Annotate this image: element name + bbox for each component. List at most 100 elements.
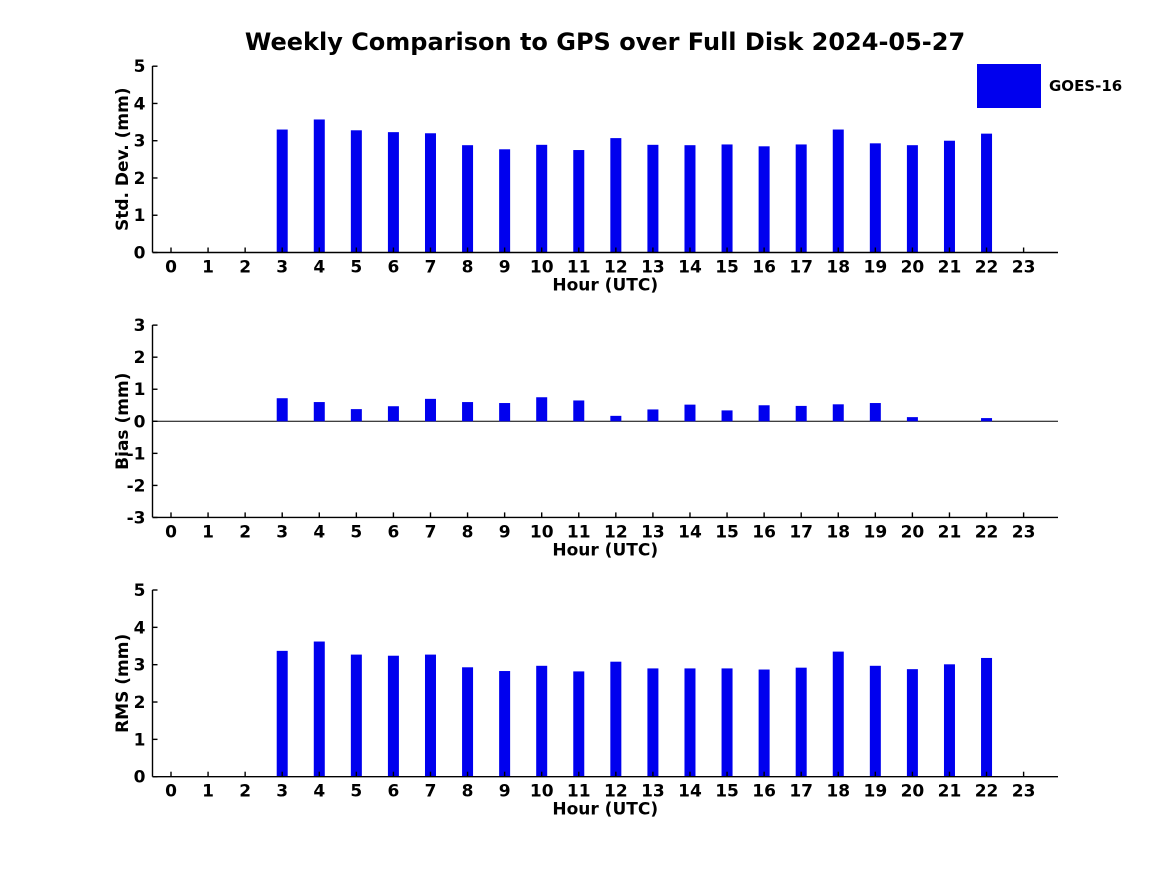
bar-hour-4 xyxy=(313,402,325,422)
x-tick-label: 16 xyxy=(752,258,776,278)
bar-hour-12 xyxy=(610,415,622,422)
bar-hour-7 xyxy=(424,133,436,253)
x-tick-label: 13 xyxy=(641,258,665,278)
y-tick-label: 0 xyxy=(134,768,146,788)
bar-hour-6 xyxy=(387,655,399,777)
bar-hour-4 xyxy=(313,119,325,253)
x-tick-label: 17 xyxy=(789,522,813,542)
x-tick-label: 23 xyxy=(1012,522,1036,542)
x-tick-label: 17 xyxy=(789,258,813,278)
bar-hour-20 xyxy=(906,669,918,777)
x-tick-label: 14 xyxy=(678,782,702,802)
bar-hour-16 xyxy=(758,669,770,777)
x-tick-label: 4 xyxy=(313,782,325,802)
bar-hour-20 xyxy=(906,417,918,422)
bar-hour-12 xyxy=(610,661,622,777)
bars-GOES-16 xyxy=(276,641,993,777)
x-tick-label: 4 xyxy=(313,258,325,278)
x-tick-label: 2 xyxy=(239,258,251,278)
x-tick-label: 19 xyxy=(863,782,887,802)
legend: GOES-16 xyxy=(977,64,1122,108)
x-tick-label: 0 xyxy=(165,258,177,278)
y-tick-label: 1 xyxy=(134,206,146,226)
bar-hour-22 xyxy=(981,418,993,422)
y-tick-label: -2 xyxy=(127,476,146,496)
x-tick-label: 23 xyxy=(1012,782,1036,802)
y-tick-label: 2 xyxy=(134,348,146,368)
bar-hour-3 xyxy=(276,398,288,422)
bar-hour-16 xyxy=(758,405,770,422)
x-tick-label: 16 xyxy=(752,782,776,802)
bar-hour-7 xyxy=(424,654,436,777)
y-tick-label: 3 xyxy=(134,656,146,676)
bar-hour-14 xyxy=(684,404,696,422)
y-axis-label: Std. Dev. (mm) xyxy=(113,87,133,231)
bar-hour-17 xyxy=(795,667,807,777)
x-tick-label: 1 xyxy=(202,258,214,278)
x-tick-label: 12 xyxy=(604,522,628,542)
bar-hour-16 xyxy=(758,146,770,253)
y-tick-label: 0 xyxy=(134,412,146,432)
bar-hour-4 xyxy=(313,641,325,777)
bar-hour-21 xyxy=(943,664,955,777)
x-tick-label: 21 xyxy=(938,522,962,542)
legend-swatch xyxy=(977,64,1041,108)
bar-hour-9 xyxy=(499,403,511,422)
x-tick-label: 11 xyxy=(567,522,591,542)
bar-hour-10 xyxy=(536,144,548,253)
x-tick-label: 10 xyxy=(530,258,554,278)
x-axis-label: Hour (UTC) xyxy=(552,800,658,820)
x-tick-label: 11 xyxy=(567,258,591,278)
bar-hour-10 xyxy=(536,665,548,777)
x-tick-label: 18 xyxy=(826,258,850,278)
bar-hour-19 xyxy=(869,143,881,253)
chart-title: Weekly Comparison to GPS over Full Disk … xyxy=(244,28,966,56)
bar-hour-8 xyxy=(462,402,474,422)
bar-hour-5 xyxy=(350,654,362,777)
x-tick-label: 18 xyxy=(826,782,850,802)
x-tick-label: 21 xyxy=(938,258,962,278)
x-tick-label: 5 xyxy=(350,782,362,802)
x-tick-label: 23 xyxy=(1012,258,1036,278)
y-tick-label: 2 xyxy=(134,693,146,713)
x-axis-label: Hour (UTC) xyxy=(552,540,658,560)
x-tick-label: 15 xyxy=(715,522,739,542)
x-tick-label: 9 xyxy=(499,522,511,542)
bar-hour-20 xyxy=(906,145,918,253)
x-tick-label: 5 xyxy=(350,522,362,542)
bar-hour-19 xyxy=(869,665,881,777)
x-tick-label: 11 xyxy=(567,782,591,802)
x-tick-label: 18 xyxy=(826,522,850,542)
x-tick-label: 13 xyxy=(641,522,665,542)
x-tick-label: 8 xyxy=(462,782,474,802)
bar-hour-6 xyxy=(387,132,399,253)
bar-hour-17 xyxy=(795,405,807,422)
x-tick-label: 7 xyxy=(425,258,437,278)
x-tick-label: 17 xyxy=(789,782,813,802)
x-tick-label: 10 xyxy=(530,522,554,542)
x-tick-label: 1 xyxy=(202,782,214,802)
bar-hour-8 xyxy=(462,145,474,253)
bar-hour-9 xyxy=(499,671,511,777)
y-tick-label: 4 xyxy=(134,618,146,638)
y-tick-label: 3 xyxy=(134,132,146,152)
y-tick-label: 4 xyxy=(134,94,146,114)
y-tick-label: 1 xyxy=(134,730,146,750)
x-tick-label: 7 xyxy=(425,782,437,802)
x-tick-label: 9 xyxy=(499,782,511,802)
bar-hour-11 xyxy=(573,400,585,422)
y-tick-label: -3 xyxy=(127,508,146,528)
bar-hour-3 xyxy=(276,650,288,777)
x-tick-label: 1 xyxy=(202,522,214,542)
y-tick-label: 3 xyxy=(134,316,146,336)
x-tick-label: 2 xyxy=(239,522,251,542)
bars-GOES-16 xyxy=(276,397,993,422)
y-tick-label: 1 xyxy=(134,380,146,400)
bar-hour-18 xyxy=(832,404,844,422)
bar-hour-15 xyxy=(721,410,733,422)
bar-hour-14 xyxy=(684,668,696,777)
